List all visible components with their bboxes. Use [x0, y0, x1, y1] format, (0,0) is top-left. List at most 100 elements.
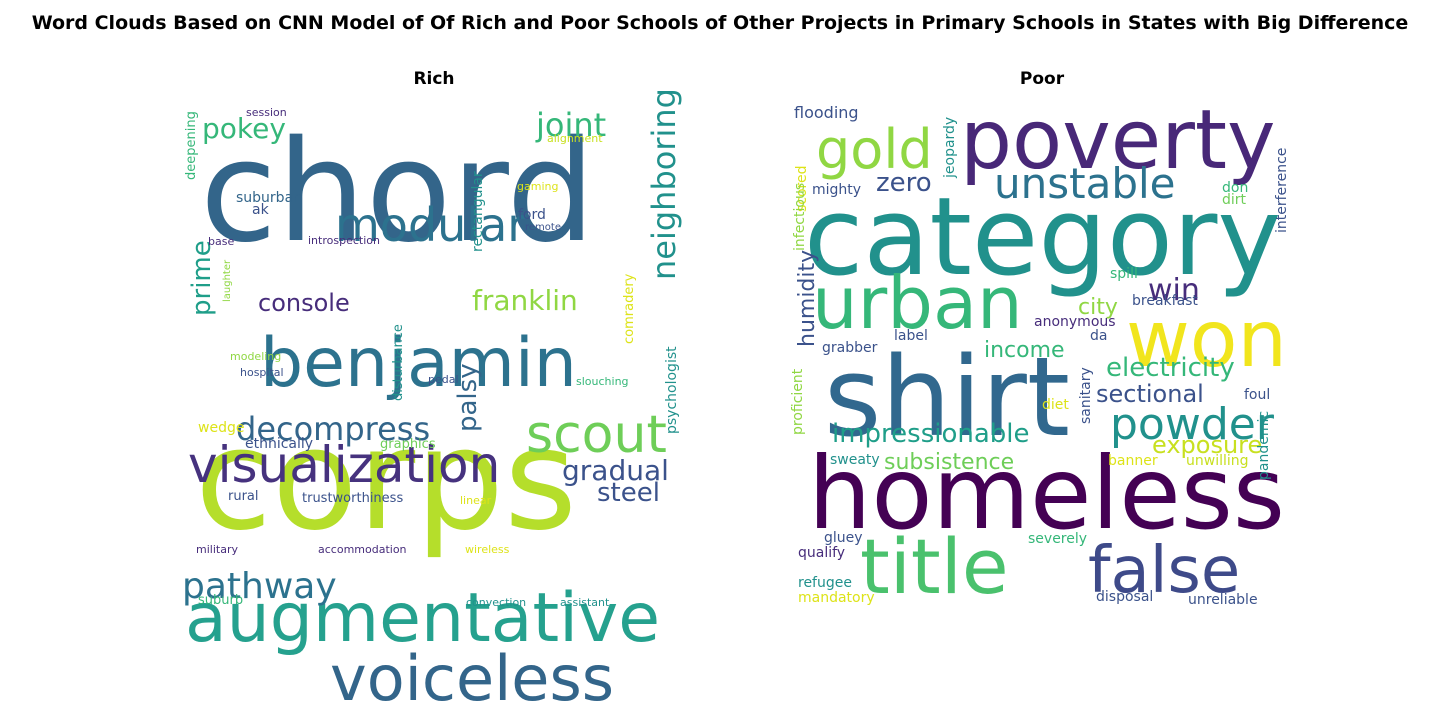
- poor-word-title: title: [860, 522, 1009, 611]
- rich-word-benjamin: benjamin: [260, 324, 577, 403]
- poor-panel-title: Poor: [1019, 69, 1065, 89]
- poor-word-win: win: [1148, 273, 1200, 308]
- rich-word-linear: linear: [460, 494, 492, 507]
- figure-title: Word Clouds Based on CNN Model of Of Ric…: [31, 12, 1409, 34]
- poor-word-exposure: exposure: [1152, 431, 1262, 459]
- poor-word-mandatory: mandatory: [798, 590, 875, 606]
- poor-word-severely: severely: [1028, 531, 1087, 547]
- rich-word-corps: corps: [195, 399, 577, 562]
- poor-word-spill: spill: [1110, 266, 1138, 282]
- poor-word-powder: powder: [1110, 399, 1275, 450]
- rich-word-disturbance: disturbance: [391, 324, 406, 401]
- poor-word-zero: zero: [876, 168, 932, 198]
- rich-word-rectangular: rectangular: [470, 171, 486, 252]
- rich-word-gaming: gaming: [517, 180, 558, 193]
- poor-word-shirt: shirt: [824, 333, 1070, 461]
- rich-word-accommodation: accommodation: [318, 543, 407, 556]
- poor-word-electricity: electricity: [1106, 353, 1235, 383]
- rich-word-prime: prime: [187, 240, 217, 316]
- poor-word-foul: foul: [1244, 387, 1270, 403]
- poor-word-gluey: gluey: [824, 530, 863, 546]
- rich-word-wireless: wireless: [465, 543, 510, 556]
- rich-word-psychologist: psychologist: [664, 346, 680, 434]
- rich-word-franklin: franklin: [472, 284, 578, 317]
- poor-word-homeless: homeless: [808, 435, 1285, 552]
- poor-word-don: don: [1222, 180, 1248, 196]
- rich-word-wedge: wedge: [198, 420, 244, 436]
- poor-word-poverty: poverty: [960, 93, 1276, 188]
- rich-word-pathway: pathway: [182, 566, 337, 607]
- poor-word-sectional: sectional: [1096, 380, 1204, 408]
- poor-word-subsistence: subsistence: [884, 450, 1014, 475]
- rich-word-pokey: pokey: [202, 112, 286, 145]
- poor-word-unwilling: unwilling: [1186, 453, 1249, 469]
- rich-word-rural: rural: [228, 489, 259, 504]
- rich-word-convection: convection: [466, 596, 526, 609]
- rich-word-augmentative: augmentative: [185, 579, 660, 658]
- poor-word-mighty: mighty: [812, 182, 861, 198]
- rich-word-alignment: alignment: [547, 132, 603, 145]
- rich-word-introspection: introspection: [308, 234, 380, 247]
- poor-word-da: da: [1090, 328, 1107, 344]
- poor-word-qualify: qualify: [798, 545, 845, 561]
- rich-word-joint: joint: [535, 106, 606, 144]
- rich-word-trustworthiness: trustworthiness: [302, 491, 403, 506]
- rich-word-military: military: [196, 543, 238, 556]
- rich-word-pedal: pedal: [428, 373, 459, 386]
- poor-word-pandemic: pandemic: [1256, 411, 1272, 480]
- poor-word-humidity: humidity: [795, 250, 820, 347]
- rich-word-voiceless: voiceless: [330, 642, 614, 715]
- poor-word-won: won: [1126, 295, 1287, 385]
- poor-word-false: false: [1088, 534, 1240, 608]
- rich-word-modular: modular: [335, 198, 526, 252]
- poor-word-breakfast: breakfast: [1132, 293, 1198, 309]
- rich-word-graphics: graphics: [380, 437, 436, 452]
- poor-word-grabber: grabber: [822, 340, 878, 356]
- poor-word-refugee: refugee: [798, 575, 852, 591]
- poor-word-category: category: [804, 175, 1281, 300]
- rich-word-chord: chord: [200, 111, 595, 274]
- rich-word-hospital: hospital: [240, 366, 284, 379]
- rich-word-session: session: [246, 106, 287, 119]
- poor-word-sweaty: sweaty: [830, 452, 880, 468]
- poor-word-jeopardy: jeopardy: [942, 117, 958, 179]
- rich-word-ford: ford: [518, 207, 546, 223]
- poor-word-city: city: [1078, 295, 1118, 320]
- poor-word-unreliable: unreliable: [1188, 592, 1258, 608]
- rich-word-gradual: gradual: [562, 454, 669, 487]
- poor-word-infectious: infectious: [792, 183, 808, 251]
- poor-word-banner: banner: [1108, 453, 1158, 469]
- rich-word-comradery: comradery: [622, 273, 637, 344]
- poor-word-impressionable: impressionable: [832, 419, 1030, 449]
- rich-word-ethnically: ethnically: [245, 436, 313, 452]
- poor-word-urban: urban: [812, 261, 1023, 345]
- poor-word-gold: gold: [816, 118, 933, 181]
- rich-word-laughter: laughter: [222, 259, 233, 302]
- poor-word-dirt: dirt: [1222, 192, 1247, 208]
- poor-word-proficient: proficient: [790, 368, 806, 435]
- poor-word-income: income: [984, 338, 1065, 363]
- poor-word-flooding: flooding: [794, 103, 859, 122]
- rich-panel-title: Rich: [413, 69, 455, 89]
- rich-word-remote: remote: [525, 222, 561, 233]
- rich-word-deepening: deepening: [184, 111, 199, 180]
- rich-word-suburb: suburb: [198, 593, 243, 608]
- poor-word-disposal: disposal: [1096, 589, 1153, 605]
- poor-word-scored: scored: [794, 165, 810, 212]
- rich-word-palsy: palsy: [453, 363, 483, 432]
- rich-word-modeling: modeling: [230, 350, 281, 363]
- rich-word-neighboring: neighboring: [645, 88, 683, 280]
- poor-word-diet: diet: [1042, 397, 1069, 413]
- poor-word-unstable: unstable: [994, 159, 1176, 208]
- rich-word-slouching: slouching: [576, 375, 629, 388]
- rich-word-decompress: decompress: [236, 410, 430, 448]
- rich-word-suburban: suburban: [236, 190, 302, 206]
- rich-word-visualization: visualization: [188, 436, 500, 494]
- rich-word-base: base: [208, 235, 234, 248]
- rich-word-assistant: assistant: [560, 596, 610, 609]
- poor-word-label: label: [894, 328, 928, 344]
- poor-word-sanitary: sanitary: [1078, 367, 1094, 424]
- rich-word-console: console: [258, 289, 350, 317]
- rich-word-steel: steel: [597, 478, 660, 508]
